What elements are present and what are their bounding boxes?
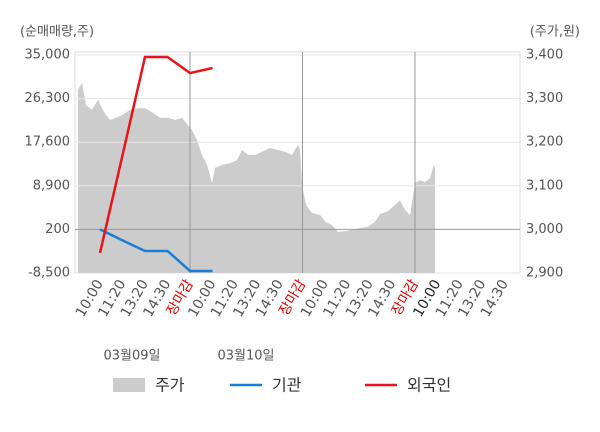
y2-tick-label: 2,900 xyxy=(526,266,563,281)
y2-tick-label: 3,200 xyxy=(526,135,563,150)
legend-label: 주가 xyxy=(155,376,185,395)
y-axis-label: (순매매량,주) xyxy=(20,25,94,40)
legend-swatch xyxy=(113,378,145,392)
date-label: 03월09일 xyxy=(103,349,160,364)
y2-tick-label: 3,300 xyxy=(526,91,563,106)
legend-label: 기관 xyxy=(272,376,302,395)
series-line xyxy=(98,55,213,254)
y-tick-label: 26,300 xyxy=(25,91,71,106)
y-tick-label: 200 xyxy=(45,222,70,237)
series-line xyxy=(99,228,213,273)
y-tick-label: 8,900 xyxy=(33,178,70,193)
price-area xyxy=(77,82,436,274)
y2-tick-label: 3,000 xyxy=(526,222,563,237)
y-tick-label: -8,500 xyxy=(28,266,70,281)
legend-label: 외국인 xyxy=(407,376,451,395)
y2-tick-label: 3,100 xyxy=(526,178,563,193)
date-label: 03월10일 xyxy=(217,349,274,364)
y-tick-label: 35,000 xyxy=(25,48,71,63)
y-tick-label: 17,600 xyxy=(25,135,71,150)
y2-axis-label: (주가,원) xyxy=(530,25,580,40)
y2-tick-label: 3,400 xyxy=(526,48,563,63)
